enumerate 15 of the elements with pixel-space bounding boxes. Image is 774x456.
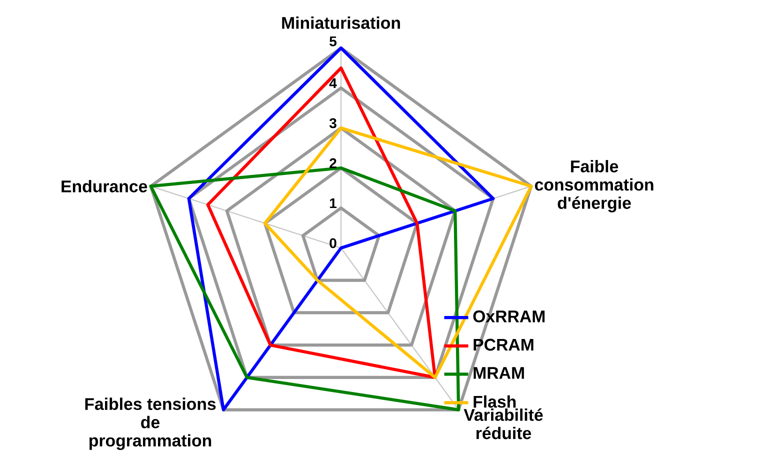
spoke-label: Endurance <box>62 180 148 192</box>
legend-label: PCRAM <box>474 338 534 351</box>
spoke-label: Faible consommation d'énergie <box>534 160 654 212</box>
legend-label: Flash <box>474 395 516 408</box>
y-tick-label: 0 <box>330 238 336 248</box>
y-tick-label: 1 <box>330 198 337 208</box>
y-tick-label: 3 <box>329 118 336 128</box>
y-tick-label: 5 <box>330 36 337 46</box>
y-tick-label: 4 <box>329 78 337 88</box>
spoke-label: Miniaturisation <box>282 16 400 29</box>
spoke-label: Variabilité réduite <box>464 408 543 440</box>
y-tick-label: 2 <box>330 158 336 168</box>
spoke-label: Faibles tensions de programmation <box>85 398 216 450</box>
legend-label: MRAM <box>474 367 524 379</box>
legend-label: OxRRAM <box>473 310 545 322</box>
